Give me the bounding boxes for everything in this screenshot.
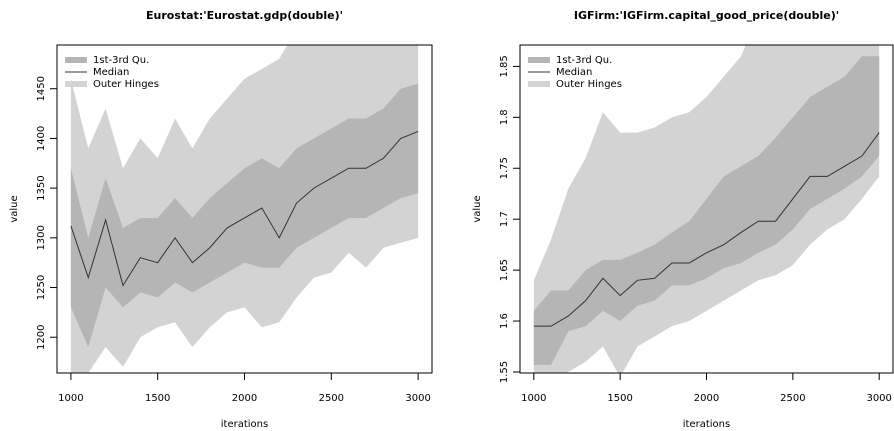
x-tick-label: 2000 [694,393,719,404]
y-tick-label: 1.65 [499,259,510,281]
y-tick-label: 1200 [36,324,47,349]
legend-label: 1st-3rd Qu. [556,55,612,66]
median-line [70,131,419,287]
x-tick-label: 1500 [607,393,632,404]
legend-label: Outer Hinges [93,79,159,90]
y-tick-label: 1.75 [499,157,510,179]
y-tick-label: 1.55 [499,361,510,383]
y-tick-label: 1400 [36,126,47,151]
band [533,56,880,365]
legend-label: 1st-3rd Qu. [93,55,149,66]
legend-label: Median [556,67,592,78]
y-tick-label: 1.85 [499,55,510,77]
y-tick-label: 1450 [36,76,47,101]
chart-title: IGFirm:'IGFirm.capital_good_price(double… [574,9,839,22]
x-tick-label: 1000 [521,393,546,404]
panel: 1000 1500 2000 2500 3000 1.55 1.6 1.65 1.7 1.75 1.… [472,9,894,430]
x-tick-label: 2500 [319,393,344,404]
x-axis-label: iterations [221,419,268,430]
y-tick-label: 1.7 [499,211,510,227]
x-tick-label: 2500 [780,393,805,404]
legend-label: Median [93,67,129,78]
x-tick-label: 3000 [405,393,430,404]
plot-area [70,45,419,373]
y-axis-label: value [472,195,483,222]
median-line [533,132,880,327]
x-tick-label: 2000 [232,393,257,404]
y-tick-label: 1250 [36,275,47,300]
y-tick-label: 1300 [36,225,47,250]
x-axis-label: iterations [683,419,730,430]
chart-title: Eurostat:'Eurostat.gdp(double)' [146,9,343,22]
x-tick-label: 1500 [145,393,170,404]
y-tick-label: 1.6 [499,313,510,329]
panel: 1000 1500 2000 2500 3000 1200 1250 1300 1350 1400… [9,9,433,430]
x-tick-label: 1000 [58,393,83,404]
y-tick-label: 1.8 [499,109,510,125]
y-axis-label: value [9,195,20,222]
plot-area [533,45,880,373]
y-tick-label: 1350 [36,175,47,200]
legend-label: Outer Hinges [556,79,622,90]
x-tick-label: 3000 [866,393,891,404]
band [70,83,419,348]
